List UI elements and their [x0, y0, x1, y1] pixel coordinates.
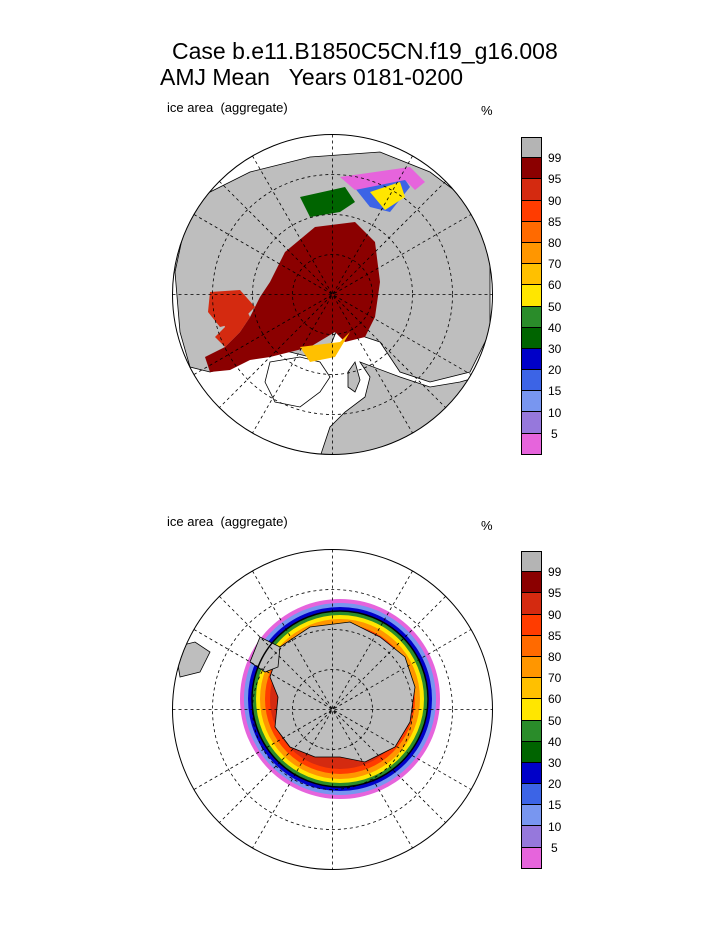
south-colorbar-tick: 5	[551, 840, 558, 855]
south-colorbar-tick: 20	[548, 777, 562, 792]
south-colorbar-tick: 99	[548, 565, 562, 580]
north-sea-ice-okhotsk	[300, 187, 355, 217]
north-colorbar-tick: 20	[548, 363, 562, 378]
north-land-greenland	[264, 356, 331, 408]
north-colorbar-tick: 50	[548, 299, 562, 314]
south-polar-map	[172, 549, 493, 870]
figure-title-case: Case b.e11.B1850C5CN.f19_g16.008	[172, 38, 558, 64]
north-colorbar-tick: 15	[548, 384, 562, 399]
north-panel-unit: %	[481, 103, 493, 118]
south-colorbar-tick: 30	[548, 756, 562, 770]
north-colorbar	[521, 137, 542, 455]
south-colorbar-tick: 40	[548, 734, 562, 749]
north-polar-map	[172, 134, 493, 455]
north-colorbar-tick: 70	[548, 257, 562, 272]
north-colorbar-tick: 95	[548, 172, 562, 187]
south-colorbar-tick: 60	[548, 692, 562, 707]
south-panel-unit: %	[481, 518, 493, 533]
north-colorbar-tick: 30	[548, 342, 562, 356]
south-colorbar-tick: 80	[548, 650, 562, 664]
north-colorbar-tick: 60	[548, 278, 562, 293]
figure-title-period: AMJ Mean Years 0181-0200	[160, 64, 464, 90]
south-panel-label: ice area (aggregate)	[167, 514, 288, 529]
north-colorbar-tick: 5	[551, 426, 558, 441]
north-colorbar-tick: 85	[548, 214, 562, 229]
north-sea-ice-fringe	[340, 167, 425, 190]
north-colorbar-tick: 80	[548, 236, 562, 250]
north-sea-ice-bering-core	[370, 182, 405, 210]
south-colorbar-tick: 10	[548, 819, 562, 834]
north-panel-label: ice area (aggregate)	[167, 100, 288, 115]
south-colorbar-tick: 90	[548, 607, 562, 622]
north-land-scandinavia	[347, 361, 361, 393]
south-colorbar-tick: 70	[548, 671, 562, 686]
north-colorbar-tick: 90	[548, 193, 562, 208]
north-colorbar-tick: 10	[548, 405, 562, 420]
north-sea-ice-barents	[300, 332, 350, 362]
north-colorbar-tick: 99	[548, 151, 562, 166]
south-ice-edge-contour	[251, 610, 429, 788]
south-colorbar-tick: 95	[548, 586, 562, 601]
south-colorbar-tick: 15	[548, 798, 562, 813]
north-sea-ice-hudson	[208, 290, 255, 327]
north-colorbar-tick: 40	[548, 320, 562, 335]
south-colorbar-tick: 50	[548, 713, 562, 728]
south-colorbar-tick: 85	[548, 628, 562, 643]
south-colorbar	[521, 551, 542, 869]
